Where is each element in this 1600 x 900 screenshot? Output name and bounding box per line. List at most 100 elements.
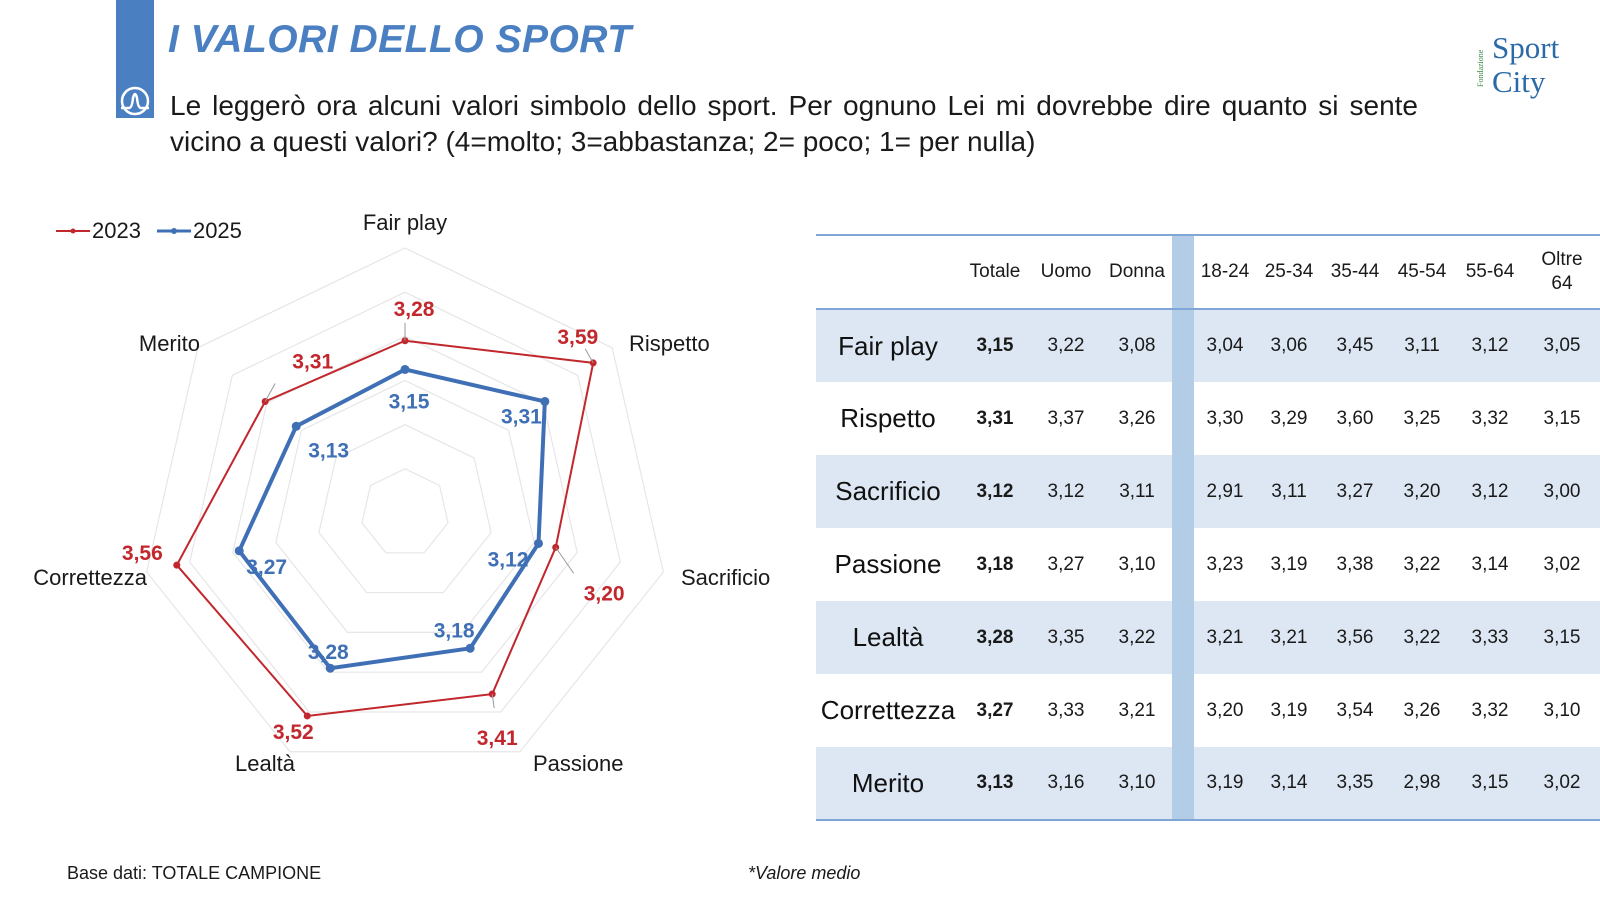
table-cell: 3,33 <box>1047 699 1085 721</box>
table-cell: 3,08 <box>1102 309 1172 382</box>
data-label-2025: 3,15 <box>389 390 430 413</box>
sport-logo-icon <box>120 86 150 116</box>
data-point-2023 <box>303 712 311 720</box>
table-cell: 3,37 <box>1047 407 1085 429</box>
header-18-24: 18-24 <box>1194 234 1256 310</box>
table-header-row: Totale Uomo Donna 18-24 25-34 35-44 45-5… <box>816 234 1600 310</box>
radar-gridline <box>189 291 621 713</box>
table-cell: 3,12 <box>1456 309 1524 382</box>
table-row: Fair play 3,15 3,22 3,08 3,04 3,06 3,45 3,11 3,1… <box>816 309 1600 382</box>
label-leader-line <box>491 693 495 709</box>
table-cell: 3,20 <box>1388 455 1456 528</box>
cell-totale: 3,18 <box>976 553 1014 575</box>
data-label-2025: 3,27 <box>246 556 287 579</box>
table-cell: 3,45 <box>1322 309 1388 382</box>
row-label: Lealtà <box>816 601 960 674</box>
logo-word-city: City <box>1492 64 1546 99</box>
data-point-2025 <box>533 538 543 548</box>
table-cell: 3,35 <box>1322 747 1388 821</box>
header-oltre-64: Oltre 64 <box>1524 234 1600 310</box>
table-cell: 2,98 <box>1388 747 1456 821</box>
data-label-2025: 3,12 <box>488 548 529 571</box>
cell-totale: 3,15 <box>960 309 1030 382</box>
column-separator <box>1172 455 1194 528</box>
legend-item-2025: 2025 <box>156 218 242 244</box>
table-cell: 3,11 <box>1102 455 1172 528</box>
logo-small-text: Fondazione <box>1476 49 1485 87</box>
header-55-64: 55-64 <box>1456 234 1524 310</box>
data-point-2025 <box>465 643 475 653</box>
axis-label: Passione <box>533 751 624 776</box>
row-label: Fair play <box>816 309 960 382</box>
table-cell: 3,15 <box>1543 407 1581 429</box>
table-cell: 3,20 <box>1206 699 1244 721</box>
data-label-2025: 3,28 <box>308 641 349 664</box>
table-row: Passione 3,18 3,27 3,10 3,23 3,19 3,38 3,22 3,14… <box>816 528 1600 601</box>
legend-label-2023: 2023 <box>92 218 141 243</box>
label-leader-line <box>584 348 594 364</box>
legend-item-2023: 2023 <box>56 218 141 244</box>
cell-totale: 3,31 <box>976 407 1014 429</box>
table-cell: 3,10 <box>1118 553 1156 575</box>
table-cell: 3,10 <box>1102 747 1172 821</box>
cell-totale: 3,12 <box>960 455 1030 528</box>
header-uomo: Uomo <box>1030 234 1102 310</box>
table-cell: 3,27 <box>1047 553 1085 575</box>
table-cell: 3,21 <box>1118 699 1156 721</box>
header-45-54: 45-54 <box>1388 234 1456 310</box>
table-cell: 3,11 <box>1256 455 1322 528</box>
cell-totale: 3,13 <box>960 747 1030 821</box>
table-cell: 3,02 <box>1543 553 1581 575</box>
table-cell: 3,06 <box>1256 309 1322 382</box>
table-cell: 3,35 <box>1030 601 1102 674</box>
table-cell: 3,14 <box>1471 553 1509 575</box>
table-cell: 3,32 <box>1471 699 1509 721</box>
legend-swatch-2025 <box>156 228 191 234</box>
header-25-34: 25-34 <box>1256 234 1322 310</box>
results-table: Totale Uomo Donna 18-24 25-34 35-44 45-5… <box>816 234 1600 821</box>
table-cell: 3,30 <box>1206 407 1244 429</box>
table-row: Sacrificio 3,12 3,12 3,11 2,91 3,11 3,27 3,20 3,… <box>816 455 1600 528</box>
data-label-2025: 3,18 <box>434 619 475 642</box>
data-label-2023: 3,28 <box>394 298 435 321</box>
table-cell: 3,22 <box>1403 553 1441 575</box>
table-cell: 3,12 <box>1456 455 1524 528</box>
table-cell: 3,60 <box>1336 407 1374 429</box>
table-cell: 3,19 <box>1270 699 1308 721</box>
table-cell: 3,26 <box>1118 407 1156 429</box>
table-cell: 3,25 <box>1403 407 1441 429</box>
table-cell: 3,15 <box>1524 601 1600 674</box>
data-label-2023: 3,56 <box>122 542 163 565</box>
table-cell: 3,11 <box>1388 309 1456 382</box>
table-cell: 3,26 <box>1403 699 1441 721</box>
legend-swatch-2023 <box>56 228 90 234</box>
table-row: Rispetto 3,31 3,37 3,26 3,30 3,29 3,60 3,25 3,32… <box>816 382 1600 455</box>
series-line-2025 <box>236 367 547 671</box>
radar-gridline <box>145 247 665 753</box>
table-cell: 3,12 <box>1030 455 1102 528</box>
data-label-2025: 3,31 <box>501 405 542 428</box>
row-label: Sacrificio <box>816 455 960 528</box>
cell-totale: 3,28 <box>960 601 1030 674</box>
page-title: I VALORI DELLO SPORT <box>168 18 632 61</box>
table-cell: 3,27 <box>1322 455 1388 528</box>
table-cell: 3,00 <box>1524 455 1600 528</box>
data-point-2025 <box>540 396 550 406</box>
column-separator <box>1172 674 1194 747</box>
table-cell: 3,29 <box>1270 407 1308 429</box>
data-label-2023: 3,41 <box>477 727 518 750</box>
table-row: Merito 3,13 3,16 3,10 3,19 3,14 3,35 2,98 3,15 3,… <box>816 747 1600 821</box>
survey-question: Le leggerò ora alcuni valori simbolo del… <box>170 90 1418 157</box>
data-label-2023: 3,20 <box>584 582 625 605</box>
table-cell: 3,38 <box>1336 553 1374 575</box>
table-cell: 3,16 <box>1030 747 1102 821</box>
table-cell: 3,33 <box>1456 601 1524 674</box>
data-label-2025: 3,13 <box>308 439 349 462</box>
radar-chart: Fair play Rispetto Sacrificio Passione Lealt… <box>33 210 770 776</box>
header-totale: Totale <box>960 234 1030 310</box>
table-cell: 3,21 <box>1256 601 1322 674</box>
radar-gridline <box>361 468 449 554</box>
table-cell: 3,10 <box>1543 699 1581 721</box>
axis-label: Lealtà <box>235 751 296 776</box>
row-label: Passione <box>834 549 942 579</box>
